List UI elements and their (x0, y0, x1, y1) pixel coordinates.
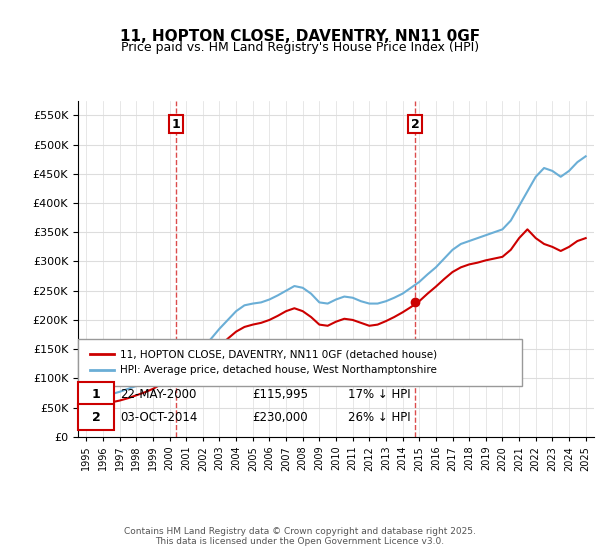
Text: 26% ↓ HPI: 26% ↓ HPI (348, 410, 410, 424)
Text: HPI: Average price, detached house, West Northamptonshire: HPI: Average price, detached house, West… (120, 365, 437, 375)
Text: 03-OCT-2014: 03-OCT-2014 (120, 410, 197, 424)
Text: Contains HM Land Registry data © Crown copyright and database right 2025.
This d: Contains HM Land Registry data © Crown c… (124, 526, 476, 546)
Text: 11, HOPTON CLOSE, DAVENTRY, NN11 0GF: 11, HOPTON CLOSE, DAVENTRY, NN11 0GF (120, 29, 480, 44)
Text: 22-MAY-2000: 22-MAY-2000 (120, 388, 196, 402)
Text: 1: 1 (92, 388, 100, 402)
Text: 1: 1 (172, 118, 180, 131)
Text: Price paid vs. HM Land Registry's House Price Index (HPI): Price paid vs. HM Land Registry's House … (121, 41, 479, 54)
Text: 11, HOPTON CLOSE, DAVENTRY, NN11 0GF (detached house): 11, HOPTON CLOSE, DAVENTRY, NN11 0GF (de… (120, 349, 437, 360)
Text: 2: 2 (92, 410, 100, 424)
Text: £230,000: £230,000 (252, 410, 308, 424)
Text: 17% ↓ HPI: 17% ↓ HPI (348, 388, 410, 402)
Text: 2: 2 (410, 118, 419, 131)
Text: £115,995: £115,995 (252, 388, 308, 402)
